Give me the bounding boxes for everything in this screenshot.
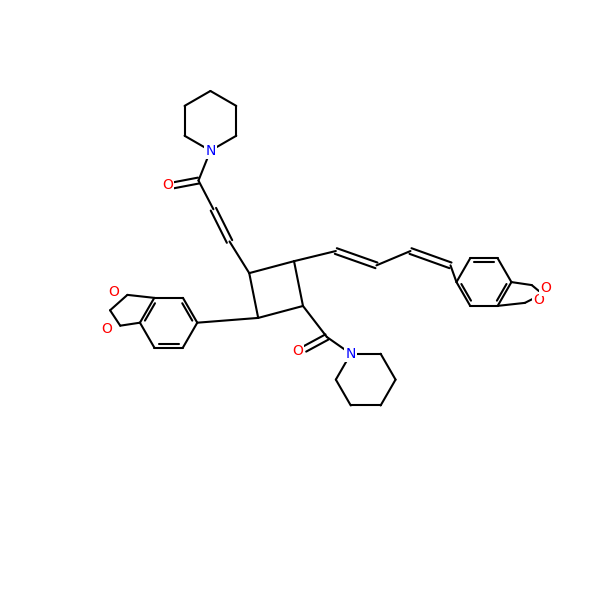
Text: O: O	[292, 344, 303, 358]
Text: O: O	[540, 281, 551, 295]
Text: O: O	[101, 322, 112, 335]
Text: O: O	[533, 293, 544, 307]
Text: N: N	[205, 143, 215, 158]
Text: O: O	[162, 178, 173, 193]
Text: O: O	[108, 285, 119, 299]
Text: N: N	[346, 347, 356, 361]
